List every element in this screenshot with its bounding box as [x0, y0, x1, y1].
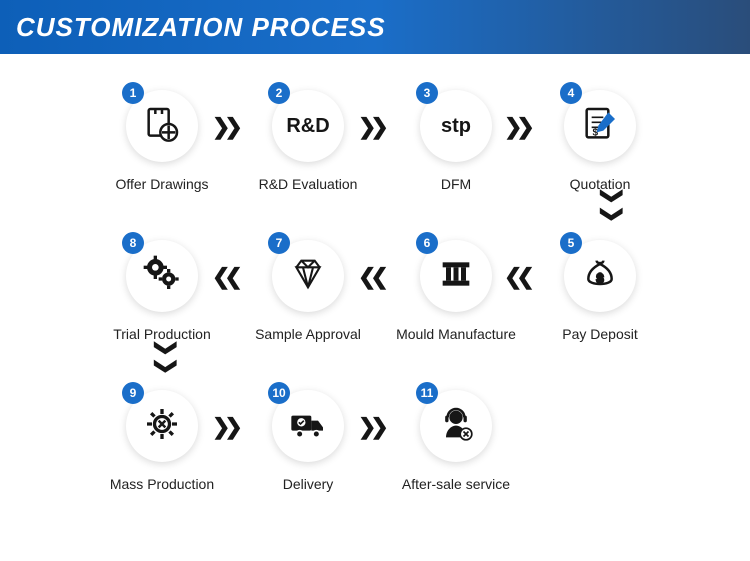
gear-icon: [142, 404, 182, 449]
step-10: 10 Delivery: [248, 390, 368, 492]
step-badge: 7: [268, 232, 290, 254]
step-circle: 4$: [564, 90, 636, 162]
arrow-down-icon: ❯❯: [155, 339, 177, 376]
step-label: Delivery: [283, 476, 334, 492]
step-3: 3stp DFM: [396, 90, 516, 192]
arrow-left-icon: ❮❮: [358, 266, 383, 288]
step-circle: 7: [272, 240, 344, 312]
step-circle: 3stp: [420, 90, 492, 162]
rnd-icon: R&D: [286, 115, 329, 138]
step-circle: 9: [126, 390, 198, 462]
arrow-left-icon: ❮❮: [504, 266, 529, 288]
step-badge: 4: [560, 82, 582, 104]
step-circle: 6: [420, 240, 492, 312]
step-circle: 10: [272, 390, 344, 462]
quotation-icon: $: [580, 104, 620, 149]
step-badge: 2: [268, 82, 290, 104]
drawings-icon: [142, 104, 182, 149]
step-label: R&D Evaluation: [259, 176, 358, 192]
svg-text:$: $: [597, 272, 604, 285]
step-label: DFM: [441, 176, 471, 192]
step-badge: 6: [416, 232, 438, 254]
step-label: Sample Approval: [255, 326, 361, 342]
flowchart: 1Offer Drawings2R&DR&D Evaluation3stpDFM…: [0, 54, 750, 561]
step-badge: 8: [122, 232, 144, 254]
deposit-icon: $: [580, 254, 620, 299]
step-circle: 1: [126, 90, 198, 162]
step-5: 5$ Pay Deposit: [540, 240, 660, 342]
arrow-right-icon: ❯❯: [358, 116, 383, 138]
step-badge: 10: [268, 382, 290, 404]
arrow-right-icon: ❯❯: [504, 116, 529, 138]
step-7: 7 Sample Approval: [248, 240, 368, 342]
step-8: 8Trial Production: [102, 240, 222, 342]
truck-icon: [288, 404, 328, 449]
arrow-down-icon: ❯❯: [601, 187, 623, 224]
step-1: 1 Offer Drawings: [102, 90, 222, 192]
step-badge: 11: [416, 382, 438, 404]
step-circle: 8: [126, 240, 198, 312]
gears-icon: [142, 254, 182, 299]
header: CUSTOMIZATION PROCESS: [0, 0, 750, 54]
step-badge: 9: [122, 382, 144, 404]
support-icon: [436, 404, 476, 449]
diamond-icon: [288, 254, 328, 299]
step-label: After-sale service: [402, 476, 510, 492]
step-label: Offer Drawings: [115, 176, 208, 192]
step-label: Mould Manufacture: [396, 326, 516, 342]
step-label: Pay Deposit: [562, 326, 637, 342]
step-circle: 11: [420, 390, 492, 462]
step-11: 11 After-sale service: [396, 390, 516, 492]
step-9: 9 Mass Production: [102, 390, 222, 492]
arrow-right-icon: ❯❯: [358, 416, 383, 438]
step-circle: 2R&D: [272, 90, 344, 162]
step-4: 4$Quotation: [540, 90, 660, 192]
mould-icon: [436, 254, 476, 299]
step-6: 6 Mould Manufacture: [396, 240, 516, 342]
arrow-right-icon: ❯❯: [212, 416, 237, 438]
stp-icon: stp: [441, 115, 471, 138]
step-2: 2R&D R&D Evaluation: [248, 90, 368, 192]
arrow-right-icon: ❯❯: [212, 116, 237, 138]
step-badge: 5: [560, 232, 582, 254]
step-circle: 5$: [564, 240, 636, 312]
arrow-left-icon: ❮❮: [212, 266, 237, 288]
step-badge: 1: [122, 82, 144, 104]
page-title: CUSTOMIZATION PROCESS: [16, 12, 386, 43]
step-badge: 3: [416, 82, 438, 104]
step-label: Mass Production: [110, 476, 214, 492]
